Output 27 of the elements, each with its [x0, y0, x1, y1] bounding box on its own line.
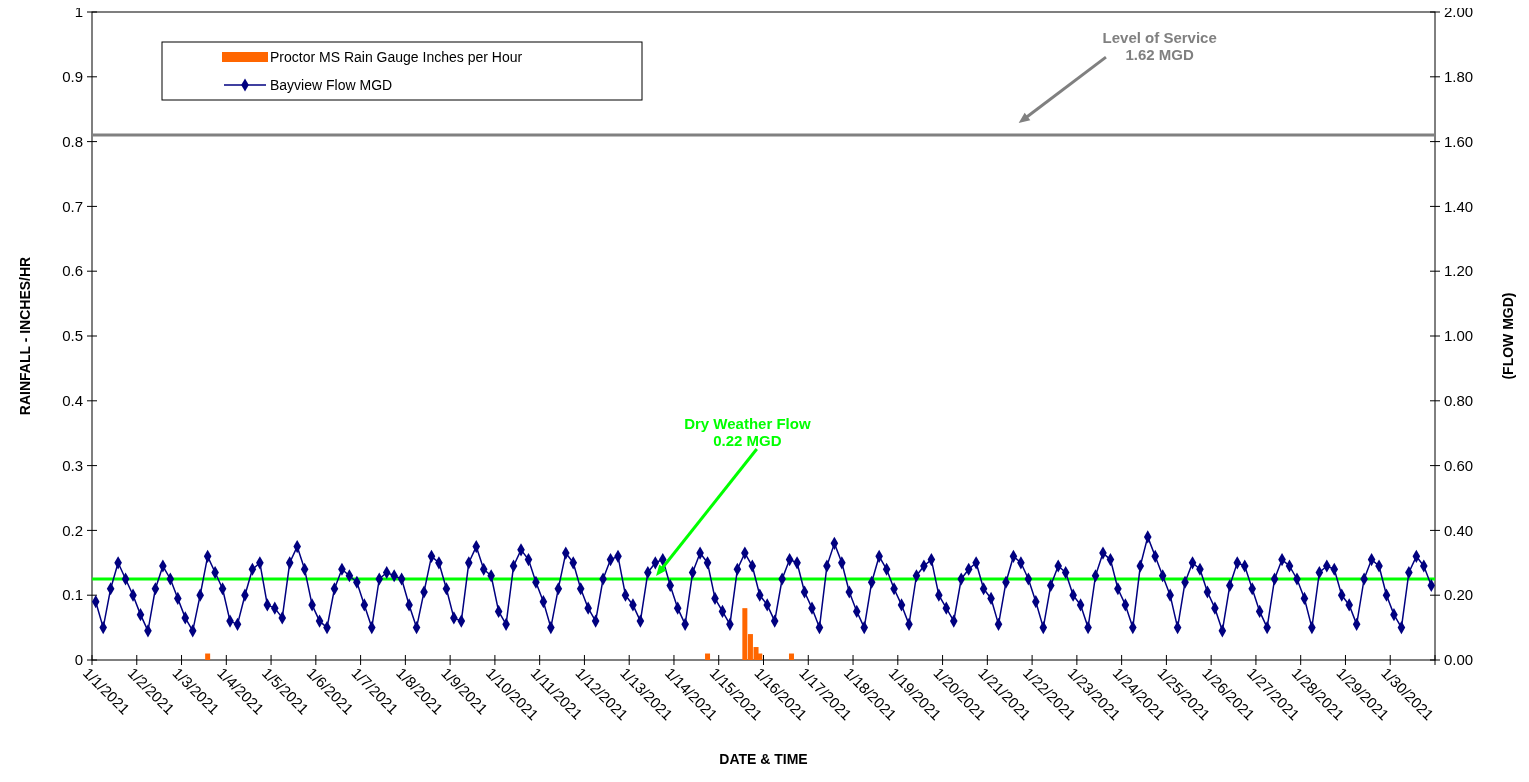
annotation: Dry Weather Flow 0.22 MGD [684, 415, 811, 449]
y2-tick-label: 0.60 [1444, 456, 1474, 474]
y2-tick-label: 0.20 [1444, 586, 1474, 604]
y-tick-label: 0.4 [62, 392, 83, 410]
y2-tick-label: 1.20 [1444, 262, 1474, 280]
annotation: Level of Service 1.62 MGD [1102, 29, 1217, 64]
y-tick-label: 0.8 [62, 132, 83, 150]
legend-label: Bayview Flow MGD [270, 76, 393, 93]
y2-tick-label: 1.60 [1444, 132, 1474, 150]
legend-label: Proctor MS Rain Gauge Inches per Hour [270, 48, 523, 65]
y2-tick-label: 1.40 [1444, 197, 1474, 215]
y-tick-label: 0.9 [62, 68, 83, 86]
y2-axis-title: (FLOW MGD) [1500, 292, 1516, 380]
y-tick-label: 0.6 [62, 262, 83, 280]
y2-tick-label: 1.00 [1444, 327, 1474, 345]
y2-tick-label: 0.00 [1444, 651, 1474, 669]
y-tick-label: 0.2 [62, 521, 83, 539]
x-axis-title: DATE & TIME [719, 751, 808, 767]
y-tick-label: 0.5 [62, 327, 83, 345]
y2-tick-label: 1.80 [1444, 68, 1474, 86]
y-tick-label: 0.7 [62, 197, 83, 215]
y2-tick-label: 0.40 [1444, 521, 1474, 539]
y-tick-label: 0.3 [62, 456, 83, 474]
y2-tick-label: 0.80 [1444, 392, 1474, 410]
y-axis-title: RAINFALL - INCHES/HR [17, 256, 33, 416]
y-tick-label: 0.1 [62, 586, 83, 604]
y-tick-label: 0 [74, 651, 83, 669]
